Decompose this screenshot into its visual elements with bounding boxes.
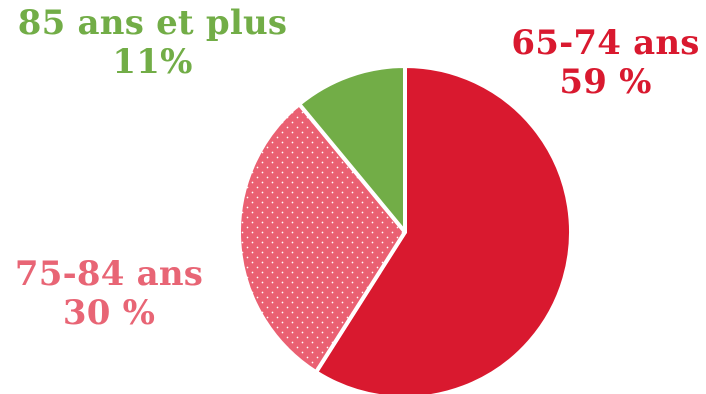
label-65-74-category: 65-74 ans [511,23,700,63]
pie-slices [237,64,573,394]
label-85-plus: 85 ans et plus 11% [0,3,305,83]
pie-slice-75-84-ans [237,102,407,375]
pie-slice-65-74-ans [314,64,573,394]
pie-slice-85-ans-et-plus [297,64,407,234]
label-75-84-category: 75-84 ans [14,254,204,294]
label-85-plus-category: 85 ans et plus [17,3,288,43]
label-75-84-value: 30 % [62,293,156,334]
label-75-84: 75-84 ans 30 % [0,254,218,334]
label-65-74: 65-74 ans 59 % [505,23,706,103]
label-85-plus-value: 11% [112,42,193,83]
label-65-74-value: 59 % [559,62,652,103]
